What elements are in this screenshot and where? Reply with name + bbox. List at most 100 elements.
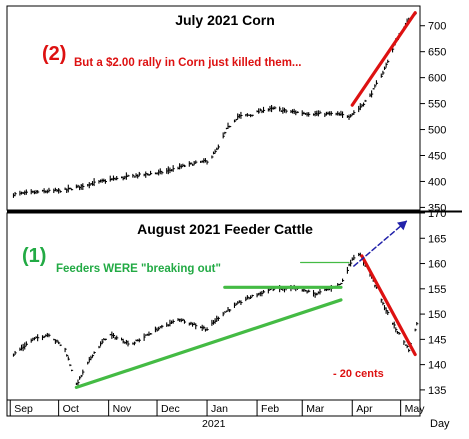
corn-tick-label: 650 bbox=[428, 47, 446, 59]
price-bar bbox=[122, 338, 125, 344]
price-bar bbox=[101, 338, 104, 345]
price-bar bbox=[353, 110, 356, 115]
cattle-tick-label: 135 bbox=[428, 385, 446, 397]
price-bar bbox=[338, 283, 341, 286]
corn-tick-label: 450 bbox=[428, 150, 446, 162]
price-bar bbox=[25, 189, 28, 195]
price-bar bbox=[25, 341, 28, 346]
price-bar bbox=[14, 191, 17, 197]
price-bar bbox=[240, 111, 243, 119]
price-bar bbox=[30, 338, 33, 343]
period-label: Day bbox=[430, 418, 450, 430]
price-bar bbox=[127, 174, 130, 177]
price-bar bbox=[56, 339, 59, 343]
price-bar bbox=[261, 290, 264, 297]
month-label: Oct bbox=[63, 403, 79, 415]
top-panel-frame bbox=[6, 5, 421, 211]
annotation-1-label: (1) bbox=[22, 245, 46, 267]
price-bar bbox=[37, 334, 40, 342]
price-bar bbox=[58, 341, 61, 345]
price-bar bbox=[12, 353, 16, 357]
price-bar bbox=[316, 292, 319, 296]
price-bar bbox=[133, 341, 137, 346]
price-bar bbox=[172, 319, 175, 324]
price-bar bbox=[182, 318, 185, 322]
price-bar bbox=[416, 322, 419, 326]
price-bar bbox=[79, 376, 82, 380]
price-bar bbox=[262, 290, 266, 293]
price-bar bbox=[371, 90, 374, 98]
annotation-2-label: (2) bbox=[42, 43, 66, 65]
price-bar bbox=[91, 354, 95, 358]
month-label: Feb bbox=[261, 403, 279, 415]
price-bar bbox=[143, 333, 146, 341]
price-bar bbox=[385, 62, 388, 68]
cattle-tick-label: 140 bbox=[428, 360, 446, 372]
corn-tick-label: 400 bbox=[428, 176, 446, 188]
price-bar bbox=[414, 328, 417, 332]
month-label: Mar bbox=[306, 403, 325, 415]
corn-tick-label: 350 bbox=[428, 202, 446, 214]
month-label: Sep bbox=[14, 403, 33, 415]
price-bar bbox=[296, 111, 299, 114]
price-bar bbox=[229, 309, 232, 313]
price-bar bbox=[116, 176, 119, 181]
corn-title: July 2021 Corn bbox=[175, 12, 275, 28]
decline-line bbox=[360, 254, 417, 357]
corn-y-axis: 350 400 450 500 550 600 650 700 bbox=[420, 21, 446, 214]
price-bar bbox=[66, 354, 69, 357]
price-bar bbox=[251, 294, 254, 297]
price-bar bbox=[127, 340, 130, 347]
price-bar bbox=[330, 111, 333, 116]
price-bar bbox=[138, 171, 141, 177]
price-bar bbox=[342, 278, 345, 282]
price-bar bbox=[403, 340, 406, 345]
price-bar bbox=[362, 102, 366, 107]
price-bar bbox=[235, 118, 238, 121]
cattle-tick-label: 165 bbox=[428, 233, 446, 245]
price-bar bbox=[161, 324, 164, 329]
price-bar bbox=[183, 319, 187, 324]
price-bar bbox=[279, 106, 282, 112]
price-bar bbox=[382, 301, 385, 306]
price-bar bbox=[24, 342, 27, 350]
price-bar bbox=[383, 66, 387, 70]
price-bar bbox=[206, 327, 209, 331]
price-bar bbox=[350, 114, 353, 118]
price-bar bbox=[82, 369, 85, 375]
price-bar bbox=[380, 73, 383, 78]
corn-price-bars bbox=[12, 12, 417, 198]
cattle-tick-label: 170 bbox=[428, 208, 446, 220]
price-bar bbox=[350, 259, 353, 267]
month-label: Jan bbox=[211, 403, 228, 415]
price-bar bbox=[408, 348, 411, 353]
price-bar bbox=[406, 344, 409, 349]
price-bar bbox=[222, 132, 225, 139]
cattle-title: August 2021 Feeder Cattle bbox=[137, 221, 313, 237]
price-bar bbox=[93, 351, 96, 355]
price-bar bbox=[372, 88, 375, 90]
price-bar bbox=[172, 165, 175, 172]
price-bar bbox=[77, 379, 80, 386]
price-bar bbox=[98, 345, 101, 349]
price-bar bbox=[303, 288, 306, 292]
price-bar bbox=[69, 364, 72, 367]
price-bar bbox=[48, 333, 51, 338]
decline-note: - 20 cents bbox=[333, 368, 384, 380]
price-bar bbox=[183, 164, 187, 168]
month-label: Nov bbox=[113, 403, 132, 415]
price-bar bbox=[70, 188, 74, 191]
price-bar bbox=[138, 338, 141, 343]
price-bar bbox=[116, 335, 119, 340]
breakout-note: Feeders WERE "breaking out" bbox=[56, 263, 221, 275]
price-bar bbox=[393, 321, 396, 329]
price-bar bbox=[364, 99, 367, 102]
price-bar bbox=[48, 187, 51, 193]
price-bar bbox=[217, 316, 220, 321]
price-bar bbox=[375, 80, 379, 85]
cattle-tick-label: 150 bbox=[428, 309, 446, 321]
price-bar bbox=[353, 254, 356, 261]
price-bar bbox=[382, 70, 385, 76]
price-bar bbox=[58, 188, 61, 194]
